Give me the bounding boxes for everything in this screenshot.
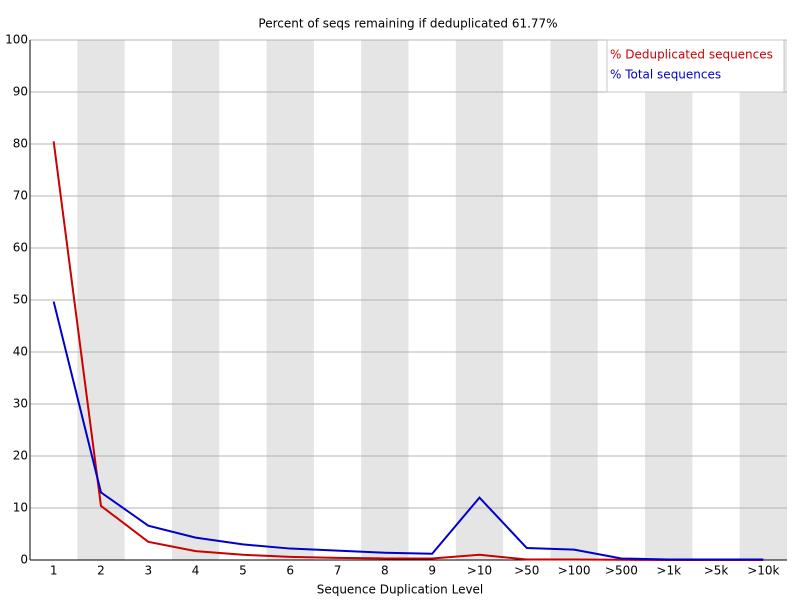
y-tick-label: 10 (13, 501, 28, 515)
legend-entry: % Total sequences (610, 68, 721, 82)
x-axis-label: Sequence Duplication Level (317, 583, 484, 597)
y-tick-label: 50 (13, 293, 28, 307)
y-tick-label: 100 (5, 33, 28, 47)
x-tick-label: 9 (428, 564, 436, 578)
x-tick-label: 8 (381, 564, 389, 578)
line-series (52, 301, 764, 561)
chart-title: Percent of seqs remaining if deduplicate… (258, 17, 557, 31)
y-tick-label: 0 (20, 553, 28, 567)
y-tick-label: 40 (13, 345, 28, 359)
x-tick-label: 3 (144, 564, 152, 578)
y-tick-label: 30 (13, 397, 28, 411)
x-tick-label: >5k (704, 564, 729, 578)
x-tick-label: 4 (192, 564, 200, 578)
x-tick-label: 6 (286, 564, 294, 578)
x-tick-label: 5 (239, 564, 247, 578)
legend-entry: % Deduplicated sequences (610, 48, 773, 62)
legend-box (606, 39, 785, 93)
x-tick-label: >500 (605, 564, 638, 578)
x-tick-label: >10k (747, 564, 779, 578)
x-tick-label: 7 (334, 564, 342, 578)
y-tick-label: 70 (13, 189, 28, 203)
x-tick-label: >1k (656, 564, 681, 578)
y-tick-label: 90 (13, 85, 28, 99)
y-tick-label: 60 (13, 241, 28, 255)
x-tick-label: 2 (97, 564, 105, 578)
y-tick-label: 80 (13, 137, 28, 151)
x-tick-label: >100 (558, 564, 591, 578)
x-tick-label: >50 (514, 564, 539, 578)
x-tick-label: >10 (467, 564, 492, 578)
x-tick-label: 1 (50, 564, 58, 578)
y-tick-label: 20 (13, 449, 28, 463)
